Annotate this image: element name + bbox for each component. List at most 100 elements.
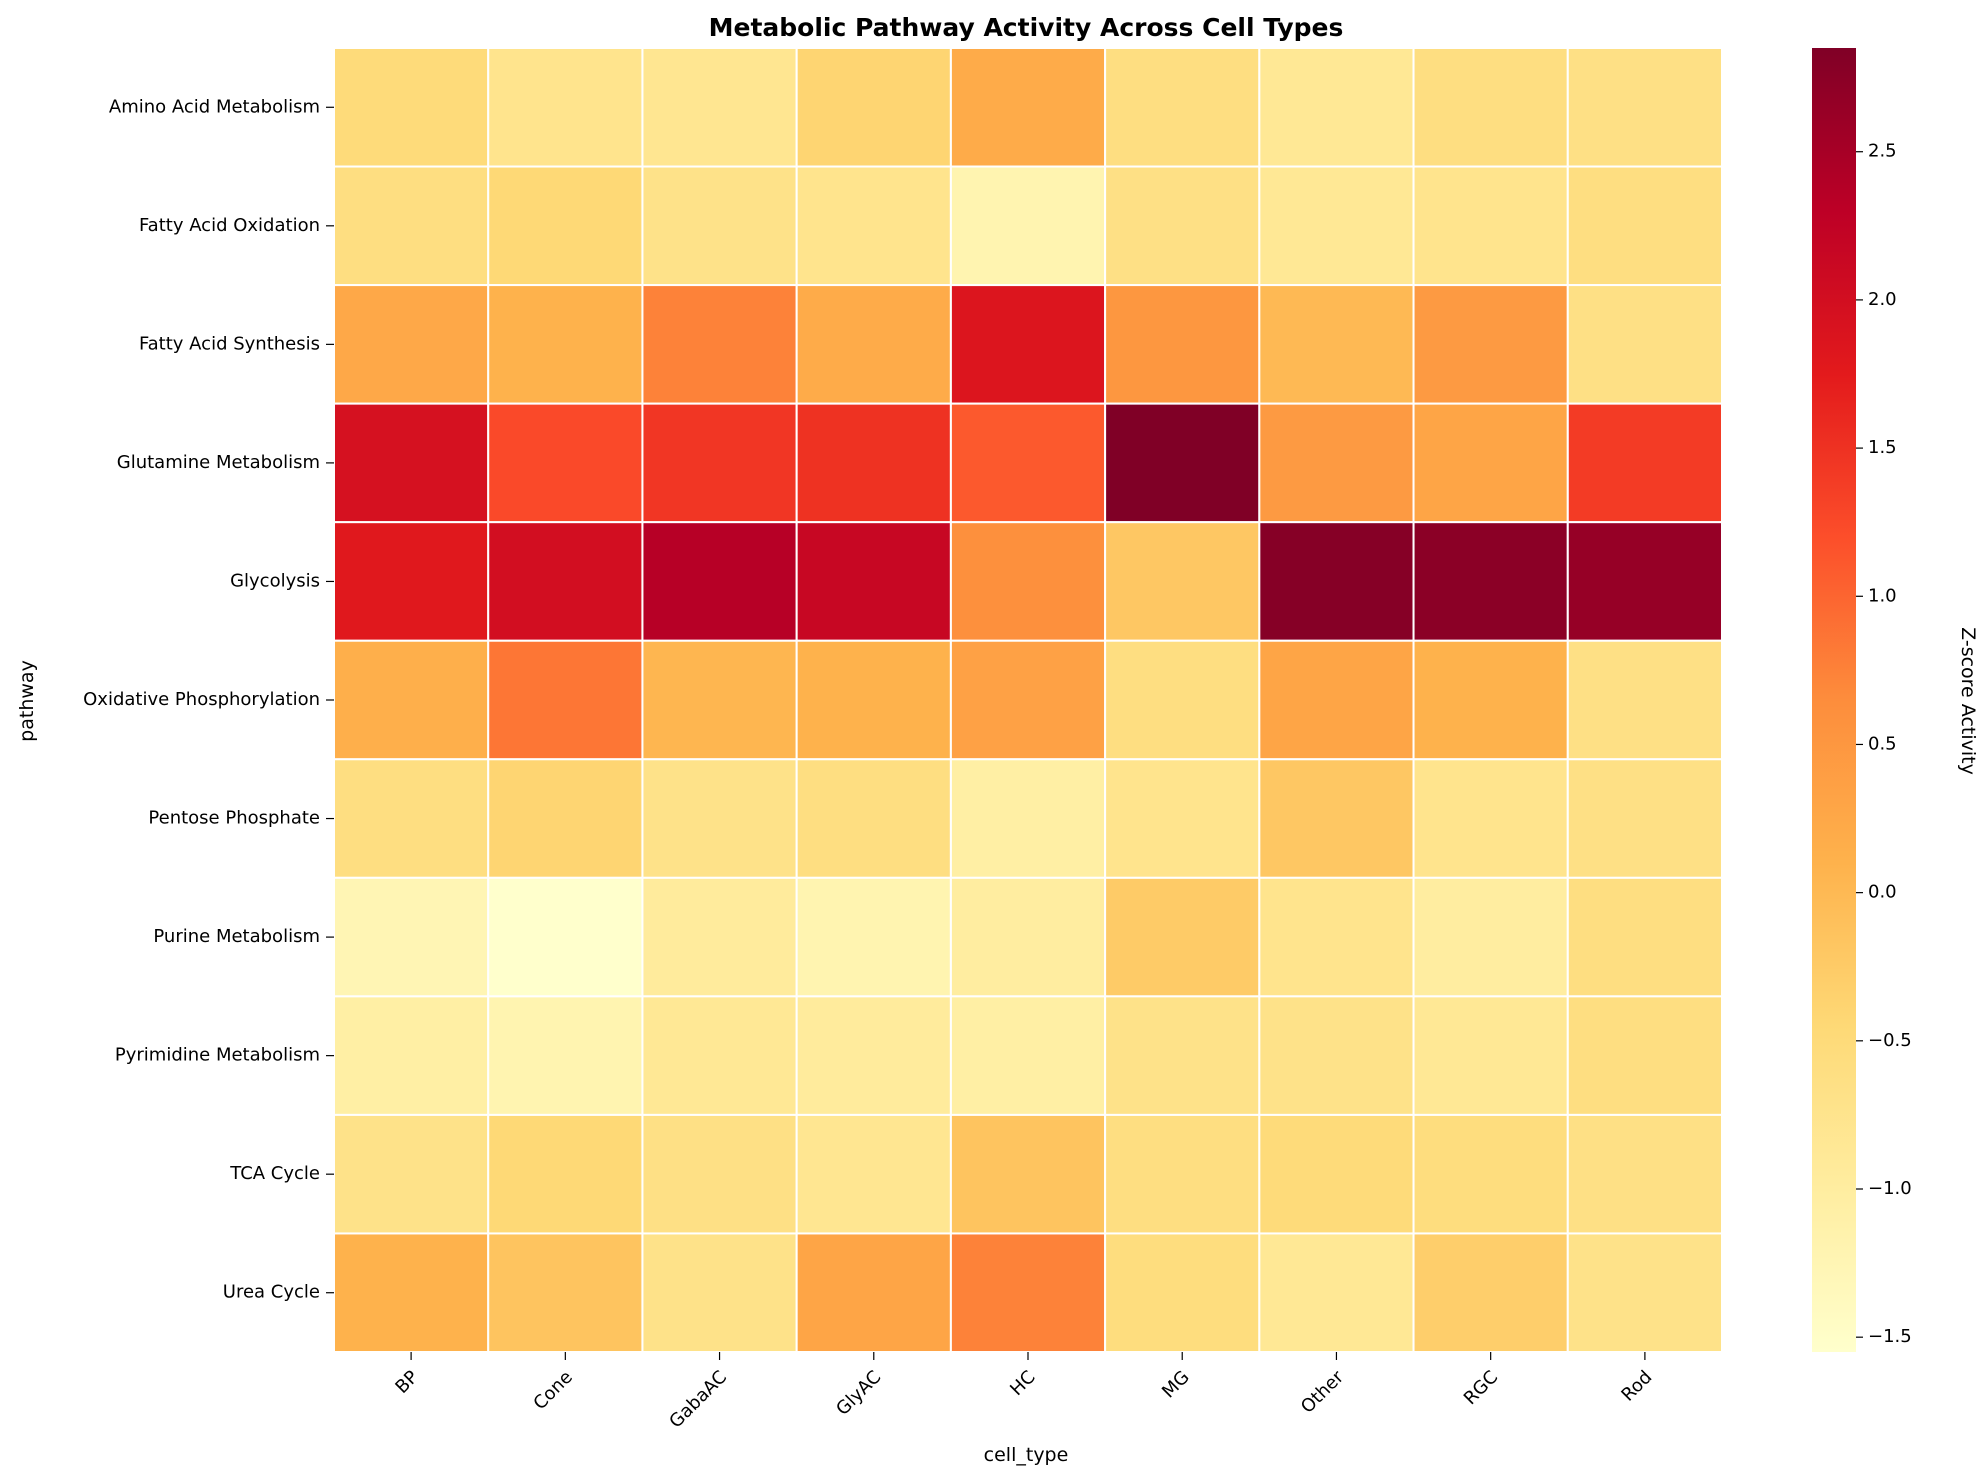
heatmap-cell [1566, 47, 1724, 168]
y-tick-label: Pyrimidine Metabolism [115, 1045, 320, 1066]
heatmap-cell [795, 47, 952, 168]
colorbar-tick-label: 0.0 [1868, 882, 1897, 903]
heatmap-cell [487, 639, 644, 761]
heatmap-cell [1566, 758, 1724, 879]
heatmap-cell [1258, 1232, 1415, 1354]
heatmap-cell [333, 402, 490, 524]
chart-title: Metabolic Pathway Activity Across Cell T… [709, 13, 1344, 42]
y-tick-label: Glycolysis [230, 570, 320, 591]
colorbar [1812, 48, 1856, 1352]
heatmap-cell [641, 284, 798, 405]
y-tick-label: Urea Cycle [223, 1282, 320, 1303]
heatmap-cell [1104, 402, 1261, 524]
heatmap-cell [1104, 876, 1261, 998]
heatmap-cell [333, 47, 490, 168]
heatmap-cell [795, 876, 952, 998]
colorbar-ticks: 2.5 2.0 1.5 1.0 0.5 0.0 −0.5 −1.0 −1.5 [1856, 141, 1912, 1347]
heatmap-cell [333, 521, 490, 642]
heatmap-cell [795, 995, 952, 1116]
y-tick-label: TCA Cycle [229, 1163, 320, 1184]
heatmap-cell [1104, 521, 1261, 642]
heatmap-cell [487, 284, 644, 405]
colorbar-tick-label: −1.0 [1868, 1178, 1912, 1199]
heatmap-cell [487, 47, 644, 168]
heatmap-cell [487, 1113, 644, 1235]
colorbar-tick-label: 2.5 [1868, 141, 1897, 162]
heatmap-cell [1258, 639, 1415, 761]
heatmap-cell [795, 1113, 952, 1235]
colorbar-tick-label: 2.0 [1868, 289, 1897, 310]
x-tick-label: Cone [529, 1367, 576, 1414]
heatmap-cell [949, 1113, 1107, 1235]
heatmap-cell [1412, 1232, 1569, 1354]
heatmap-cell [641, 402, 798, 524]
colorbar-tick-label: −0.5 [1868, 1030, 1912, 1051]
colorbar-tick-label: 0.5 [1868, 733, 1897, 754]
heatmap-cell [949, 284, 1107, 405]
heatmap-cell [1104, 639, 1261, 761]
colorbar-tick-label: 1.0 [1868, 585, 1897, 606]
heatmap-cell [1566, 1113, 1724, 1235]
heatmap-cell [641, 47, 798, 168]
colorbar-tick-label: 1.5 [1868, 437, 1897, 458]
heatmap-cell [1412, 639, 1569, 761]
heatmap-cell [641, 876, 798, 998]
heatmap-cell [487, 165, 644, 287]
x-axis-label: cell_type [984, 1444, 1069, 1466]
heatmap-cell [1258, 995, 1415, 1116]
heatmap-cell [1566, 876, 1724, 998]
heatmap-cell [949, 758, 1107, 879]
heatmap-cell [333, 284, 490, 405]
heatmap-cell [333, 165, 490, 287]
heatmap-cell [1412, 995, 1569, 1116]
heatmap-cell [1104, 995, 1261, 1116]
heatmap-cell [949, 521, 1107, 642]
heatmap-cell [1412, 47, 1569, 168]
x-tick-label: GabaAC [665, 1367, 731, 1433]
heatmap-cell [1566, 521, 1724, 642]
heatmap-cell [1412, 402, 1569, 524]
heatmap-cell [487, 402, 644, 524]
heatmap-cell [487, 995, 644, 1116]
heatmap-cell [641, 165, 798, 287]
y-axis-label: pathway [16, 660, 38, 742]
heatmap-cell [795, 639, 952, 761]
x-tick-label: Other [1297, 1366, 1348, 1417]
heatmap-cell [1104, 1113, 1261, 1235]
heatmap-cell [1412, 1113, 1569, 1235]
y-tick-labels: Amino Acid Metabolism Fatty Acid Oxidatio… [83, 96, 334, 1303]
heatmap-cell [949, 1232, 1107, 1354]
y-tick-label: Fatty Acid Synthesis [139, 333, 320, 354]
heatmap-cell [1566, 402, 1724, 524]
x-tick-label: MG [1158, 1367, 1194, 1403]
heatmap-cell [795, 402, 952, 524]
heatmap-cell [949, 639, 1107, 761]
heatmap-cell [333, 639, 490, 761]
x-tick-label: RGC [1460, 1367, 1502, 1409]
heatmap-cell [1258, 1113, 1415, 1235]
colorbar-label: Z-score Activity [1957, 627, 1979, 775]
heatmap-cell [487, 876, 644, 998]
heatmap-cell [333, 1232, 490, 1354]
heatmap-cell [1104, 1232, 1261, 1354]
heatmap-cell [795, 758, 952, 879]
y-tick-label: Amino Acid Metabolism [109, 96, 320, 117]
heatmap-cell [1566, 995, 1724, 1116]
heatmap-cell [487, 758, 644, 879]
heatmap-cell [641, 758, 798, 879]
x-tick-labels: BP Cone GabaAC GlyAC HC MG Other RGC Rod [391, 1352, 1656, 1432]
heatmap-cell [1566, 639, 1724, 761]
heatmap-cell [1566, 1232, 1724, 1354]
heatmap-cell [949, 995, 1107, 1116]
heatmap-cell [949, 876, 1107, 998]
heatmap-cell [1258, 47, 1415, 168]
heatmap-cell [1258, 165, 1415, 287]
x-tick-label: Rod [1617, 1367, 1656, 1406]
heatmap-cell [1104, 284, 1261, 405]
heatmap-cell [1412, 876, 1569, 998]
heatmap-cell [1412, 758, 1569, 879]
x-tick-label: HC [1006, 1367, 1039, 1400]
heatmap-cell [1258, 758, 1415, 879]
heatmap-cell [1412, 521, 1569, 642]
